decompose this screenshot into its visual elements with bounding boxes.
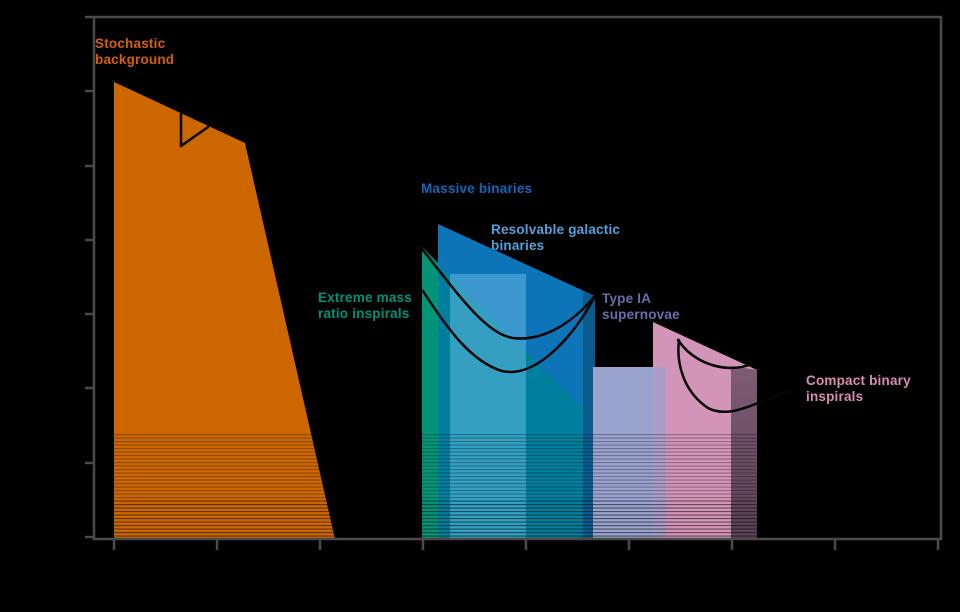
plot-frame	[92, 15, 943, 541]
label-massive-binaries: Massive binaries	[421, 181, 533, 196]
label-type-ia-supernovae: Type IA supernovae	[602, 291, 680, 322]
label-compact-binary-inspirals: Compact binary inspirals	[806, 373, 911, 404]
label-extreme-mass-ratio-inspirals: Extreme mass ratio inspirals	[318, 290, 412, 321]
axis-ticks	[85, 15, 940, 550]
label-stochastic-background: Stochastic background	[95, 36, 175, 67]
curve-sensitivity-curve-upper	[420, 247, 596, 340]
fade-stripes-1	[94, 500, 941, 538]
curve-sensitivity-curve-lower	[421, 289, 596, 374]
label-resolvable-galactic-binaries: Resolvable galactic binaries	[491, 222, 621, 253]
region-stochastic-background	[114, 82, 335, 539]
curve-stochastic-notch	[179, 112, 210, 148]
curve-right-curve-lower	[677, 338, 793, 414]
curve-right-curve-upper	[676, 338, 754, 370]
